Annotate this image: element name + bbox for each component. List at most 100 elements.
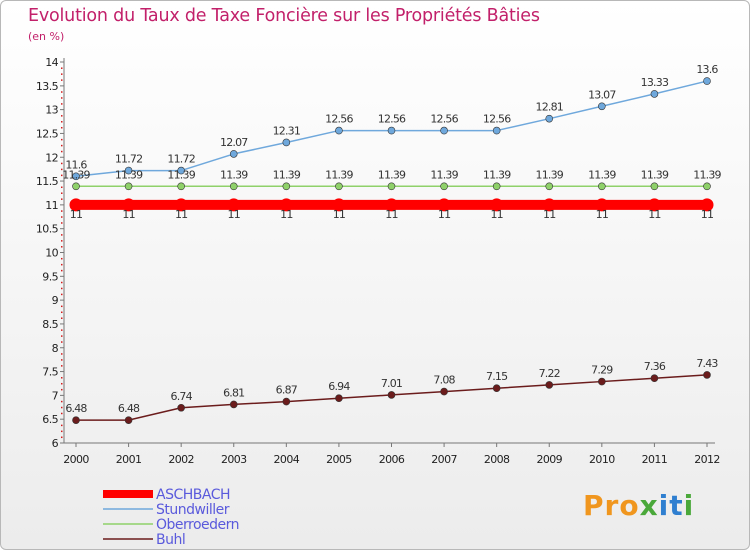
data-point bbox=[700, 198, 714, 212]
data-label: 11.6 bbox=[65, 158, 87, 171]
data-point bbox=[335, 182, 343, 191]
data-point bbox=[598, 377, 606, 386]
data-point bbox=[545, 182, 554, 191]
data-label: 7.15 bbox=[486, 370, 508, 383]
data-label: 11 bbox=[333, 208, 345, 221]
y-tick-label: 7 bbox=[52, 389, 59, 402]
data-point bbox=[650, 374, 659, 383]
y-minor-tick bbox=[61, 311, 63, 314]
data-point bbox=[227, 198, 241, 212]
data-point bbox=[595, 198, 609, 212]
data-point bbox=[440, 387, 448, 396]
x-tick-label: 2004 bbox=[274, 453, 300, 466]
data-point bbox=[229, 150, 238, 158]
y-tick-label: 8.5 bbox=[42, 318, 58, 331]
legend-label-buhl: Buhl bbox=[156, 532, 185, 548]
y-minor-tick bbox=[61, 257, 63, 260]
y-tick-label: 8 bbox=[52, 342, 59, 355]
data-label: 7.08 bbox=[433, 374, 455, 387]
data-label: 11.39 bbox=[115, 168, 143, 181]
data-label: 11 bbox=[543, 208, 555, 221]
data-label: 11 bbox=[385, 208, 397, 221]
data-label: 11 bbox=[175, 208, 187, 221]
data-point bbox=[490, 198, 504, 212]
data-point bbox=[282, 182, 291, 191]
data-label: 11 bbox=[228, 208, 240, 221]
y-minor-tick bbox=[61, 377, 63, 379]
x-tick-label: 2002 bbox=[168, 453, 194, 466]
y-tick-label: 11 bbox=[45, 199, 58, 212]
y-minor-tick bbox=[61, 67, 63, 69]
y-minor-tick bbox=[61, 263, 63, 266]
x-tick-label: 2005 bbox=[326, 453, 352, 466]
data-point bbox=[177, 403, 185, 412]
x-tick-label: 2010 bbox=[589, 453, 615, 466]
data-point bbox=[124, 416, 133, 424]
data-point bbox=[282, 138, 291, 147]
y-tick-label: 10 bbox=[45, 247, 58, 260]
data-label: 11 bbox=[490, 208, 502, 221]
y-minor-tick bbox=[61, 198, 63, 200]
y-minor-tick bbox=[61, 144, 63, 147]
data-label: 6.94 bbox=[328, 380, 350, 393]
data-label: 11 bbox=[596, 208, 608, 221]
y-minor-tick bbox=[61, 97, 63, 99]
data-label: 11.72 bbox=[167, 153, 195, 166]
y-tick-label: 12.5 bbox=[36, 127, 59, 140]
data-label: 12.56 bbox=[378, 113, 406, 126]
data-label: 11.72 bbox=[115, 153, 143, 166]
y-minor-tick bbox=[61, 103, 63, 105]
y-minor-tick bbox=[61, 269, 63, 272]
data-label: 6.48 bbox=[65, 402, 87, 415]
y-minor-tick bbox=[61, 121, 63, 123]
data-label: 11.39 bbox=[378, 168, 406, 181]
data-point bbox=[387, 126, 396, 135]
data-label: 6.74 bbox=[171, 390, 193, 403]
y-minor-tick bbox=[61, 400, 63, 403]
y-minor-tick bbox=[61, 138, 63, 141]
y-minor-tick bbox=[61, 341, 63, 343]
y-minor-tick bbox=[61, 329, 63, 331]
y-minor-tick bbox=[61, 174, 63, 177]
y-tick-label: 14 bbox=[45, 56, 58, 69]
y-minor-tick bbox=[61, 382, 63, 385]
y-minor-tick bbox=[61, 305, 63, 308]
y-tick-label: 6.5 bbox=[42, 413, 58, 426]
data-label: 11.39 bbox=[693, 168, 721, 181]
data-label: 13.07 bbox=[588, 88, 616, 101]
y-minor-tick bbox=[61, 359, 63, 361]
legend-label-aschbach: ASCHBACH bbox=[156, 487, 230, 503]
y-minor-tick bbox=[61, 162, 63, 165]
y-minor-tick bbox=[61, 365, 63, 367]
data-point bbox=[282, 397, 291, 406]
data-label: 6.81 bbox=[223, 386, 244, 399]
data-label: 12.81 bbox=[536, 101, 564, 114]
data-label: 7.22 bbox=[539, 367, 560, 380]
y-minor-tick bbox=[61, 406, 63, 409]
y-minor-tick bbox=[61, 79, 63, 81]
y-minor-tick bbox=[61, 186, 63, 189]
data-label: 7.01 bbox=[381, 377, 402, 390]
data-point bbox=[650, 90, 659, 98]
y-tick-label: 10.5 bbox=[36, 223, 59, 236]
data-point bbox=[492, 182, 501, 191]
chart-title: Evolution du Taux de Taxe Foncière sur l… bbox=[28, 6, 540, 26]
y-minor-tick bbox=[61, 424, 63, 427]
data-label: 13.33 bbox=[641, 76, 669, 89]
data-label: 12.56 bbox=[430, 113, 458, 126]
data-label: 7.29 bbox=[591, 364, 613, 377]
data-label: 12.56 bbox=[325, 113, 353, 126]
data-label: 12.31 bbox=[273, 124, 301, 137]
proxiti-logo: Proxiti bbox=[583, 489, 695, 522]
data-point bbox=[124, 182, 133, 191]
data-label: 6.87 bbox=[276, 384, 298, 397]
y-tick-label: 6 bbox=[52, 437, 59, 450]
y-minor-tick bbox=[61, 222, 63, 224]
data-label: 13.6 bbox=[696, 63, 718, 76]
x-tick-label: 2003 bbox=[221, 453, 247, 466]
y-tick-label: 13.5 bbox=[36, 80, 59, 93]
y-minor-tick bbox=[61, 412, 63, 415]
y-minor-tick bbox=[61, 126, 63, 129]
data-point bbox=[440, 182, 448, 191]
